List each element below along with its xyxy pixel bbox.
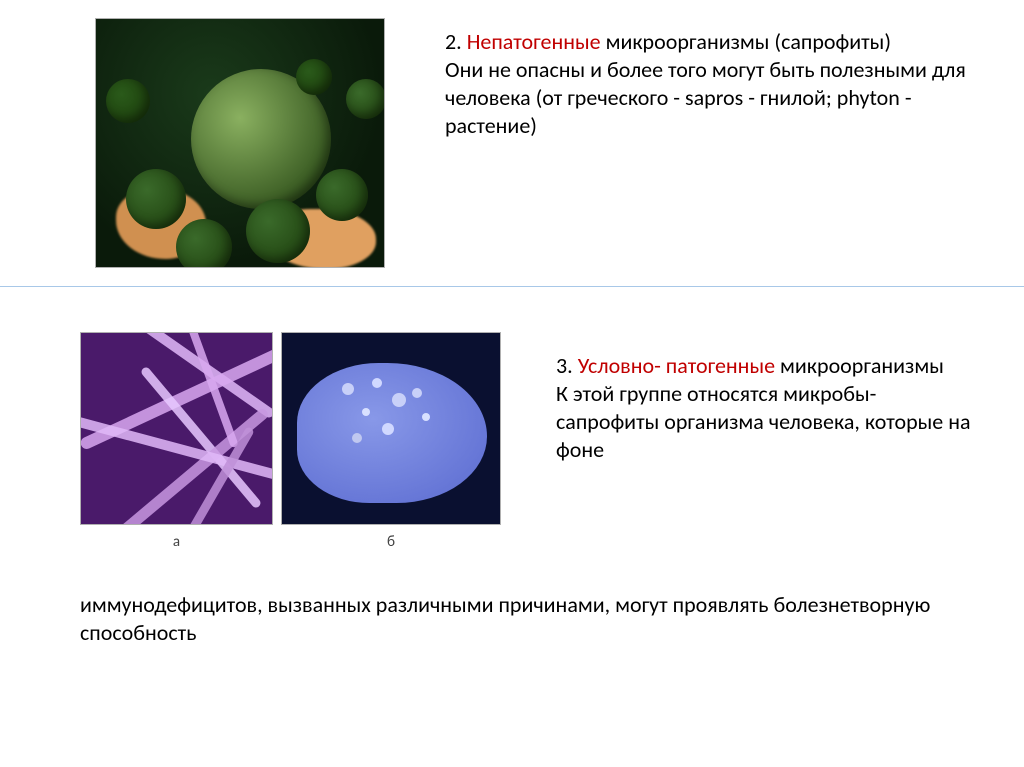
image-microorganisms-2a <box>80 332 273 525</box>
image-col-b: б <box>281 332 501 551</box>
image-label-a: а <box>173 533 180 551</box>
section-3-num: 3. <box>556 352 578 379</box>
section-2-num: 2. <box>445 28 467 55</box>
continuation-text: иммунодефицитов, вызванных различными пр… <box>0 561 1024 647</box>
section-2-text: 2. Непатогенные микроорганизмы (сапрофит… <box>445 18 974 268</box>
image-microorganisms-1 <box>95 18 385 268</box>
image-microorganisms-2b <box>281 332 501 525</box>
section-3-text: 3. Условно- патогенные микроорганизмыК э… <box>556 332 974 551</box>
image-label-b: б <box>387 533 395 551</box>
image-pair: а б <box>80 332 501 551</box>
section-2-title: Непатогенные <box>467 28 601 55</box>
section-2: 2. Непатогенные микроорганизмы (сапрофит… <box>0 0 1024 287</box>
section-3: а б 3. Условно- патогенные микроорганизм… <box>0 287 1024 561</box>
section-3-title: Условно- патогенные <box>578 352 775 379</box>
image-col-a: а <box>80 332 273 551</box>
